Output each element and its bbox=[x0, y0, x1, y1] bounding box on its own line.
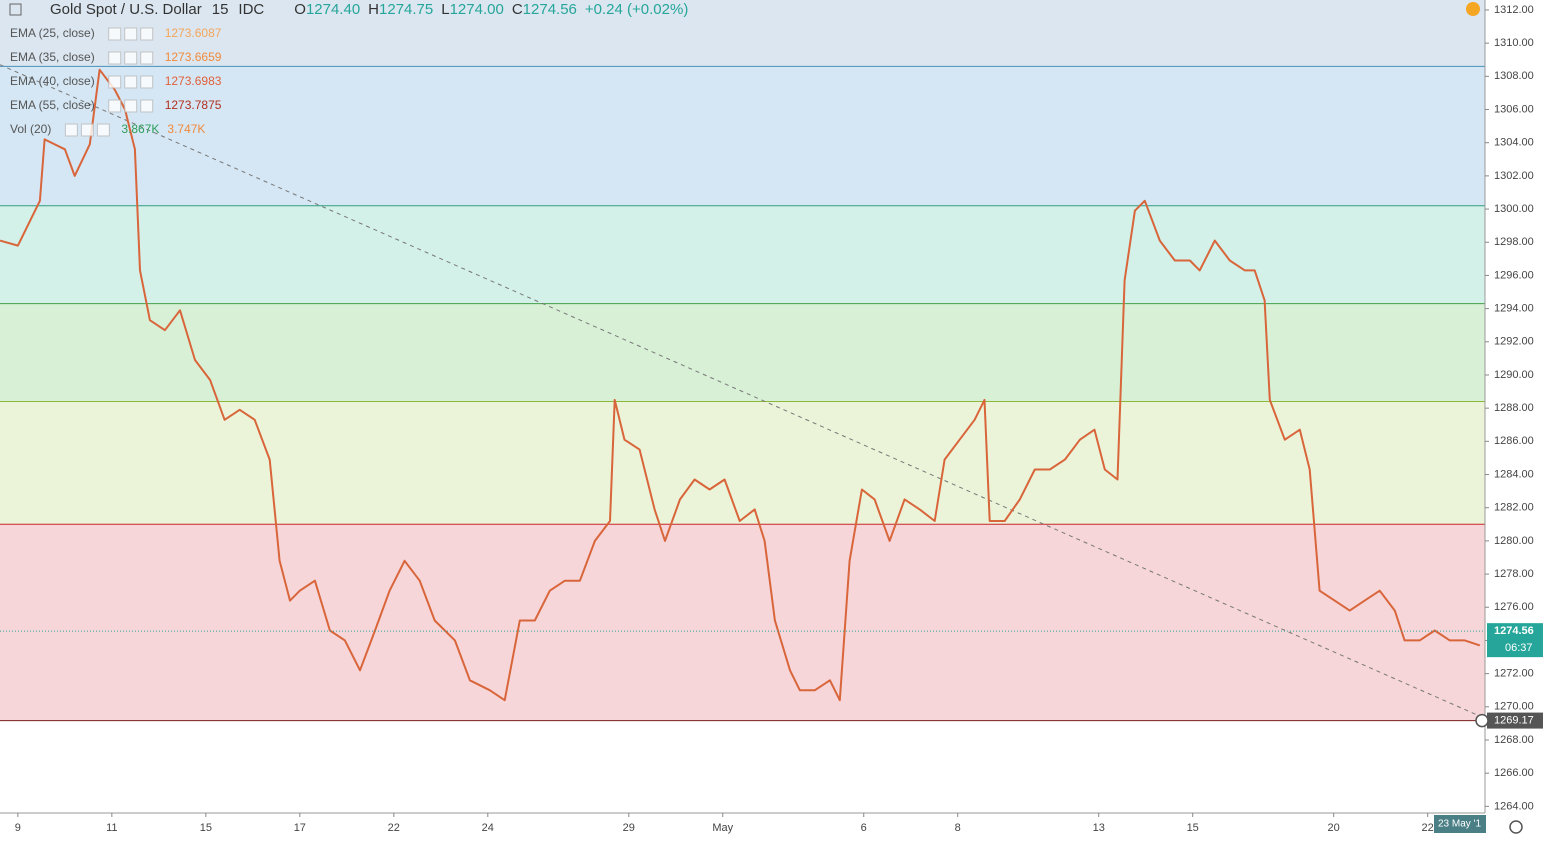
ohlc-label: L bbox=[441, 1, 449, 18]
indicator-icon bbox=[140, 27, 154, 41]
indicator-icon bbox=[108, 27, 122, 41]
y-tick-label: 1270.00 bbox=[1494, 701, 1534, 713]
settings-button[interactable] bbox=[1509, 820, 1523, 834]
y-tick-label: 1298.00 bbox=[1494, 236, 1534, 248]
y-tick-label: 1272.00 bbox=[1494, 668, 1534, 680]
band bbox=[0, 401, 1485, 525]
indicator-value: 1273.7875 bbox=[165, 98, 222, 112]
ohlc-value: 1274.00 bbox=[450, 1, 504, 18]
y-tick-label: 1286.00 bbox=[1494, 435, 1534, 447]
price-line bbox=[0, 68, 1481, 702]
x-tick-label: 6 bbox=[861, 822, 867, 834]
time-axis bbox=[0, 813, 1543, 841]
indicator-name: EMA (35, close) bbox=[10, 50, 95, 64]
indicator-icon bbox=[124, 75, 138, 89]
band bbox=[0, 205, 1485, 304]
plot-top bbox=[0, 0, 1485, 67]
ohlc-value: 1274.56 bbox=[523, 1, 577, 18]
x-tick-label: 20 bbox=[1328, 822, 1340, 834]
x-tick-label: 13 bbox=[1093, 822, 1105, 834]
y-tick-label: 1292.00 bbox=[1494, 336, 1534, 348]
ohlc-value: 1274.75 bbox=[379, 1, 433, 18]
indicator-name: EMA (40, close) bbox=[10, 74, 95, 88]
last-price-label: 1274.56 bbox=[1494, 625, 1534, 637]
indicator-name: Vol (20) bbox=[10, 122, 51, 136]
band bbox=[0, 66, 1485, 206]
indicator-icon bbox=[140, 99, 154, 113]
change: +0.24 (+0.02%) bbox=[585, 1, 688, 18]
y-tick-label: 1294.00 bbox=[1494, 303, 1534, 315]
x-tick-label: 11 bbox=[106, 822, 117, 834]
y-tick-label: 1310.00 bbox=[1494, 37, 1534, 49]
indicator-icon bbox=[64, 123, 78, 137]
y-tick-label: 1268.00 bbox=[1494, 734, 1534, 746]
y-tick-label: 1282.00 bbox=[1494, 502, 1534, 514]
alert-icon bbox=[1466, 2, 1480, 16]
x-tick-label: 15 bbox=[1187, 822, 1199, 834]
price-axis bbox=[1485, 0, 1543, 813]
indicator-value: 1273.6659 bbox=[165, 50, 222, 64]
y-tick-label: 1312.00 bbox=[1494, 4, 1534, 16]
indicator-icon bbox=[108, 51, 122, 65]
indicator-icon bbox=[108, 75, 122, 89]
y-tick-label: 1300.00 bbox=[1494, 203, 1534, 215]
x-tick-label: 17 bbox=[294, 822, 306, 834]
ohlc-label: H bbox=[368, 1, 379, 18]
y-tick-label: 1290.00 bbox=[1494, 369, 1534, 381]
indicator-value: 1273.6087 bbox=[165, 26, 222, 40]
countdown: 06:37 bbox=[1505, 642, 1533, 654]
x-tick-label: 29 bbox=[623, 822, 635, 834]
y-tick-label: 1302.00 bbox=[1494, 170, 1534, 182]
y-tick-label: 1278.00 bbox=[1494, 568, 1534, 580]
x-tick-label: 15 bbox=[200, 822, 212, 834]
cursor-date-box bbox=[1434, 815, 1486, 833]
y-tick-label: 1266.00 bbox=[1494, 767, 1534, 779]
y-tick-label: 1306.00 bbox=[1494, 103, 1534, 115]
marker-handle bbox=[1475, 713, 1489, 728]
symbol-title: Gold Spot / U.S. Dollar bbox=[50, 1, 202, 18]
last-price-box bbox=[1487, 623, 1543, 658]
indicator-icon bbox=[96, 123, 110, 137]
x-tick-label: 24 bbox=[482, 822, 494, 834]
band bbox=[0, 303, 1485, 402]
indicator-name: EMA (25, close) bbox=[10, 26, 95, 40]
band bbox=[0, 524, 1485, 721]
indicator-value: 3.867K bbox=[121, 122, 159, 136]
y-tick-label: 1280.00 bbox=[1494, 535, 1534, 547]
x-tick-label: 9 bbox=[15, 822, 21, 834]
interval: 15 bbox=[212, 1, 229, 18]
marker-price-box bbox=[1487, 712, 1543, 729]
cursor-date: 23 May '1 bbox=[1438, 819, 1481, 830]
x-tick-label: 8 bbox=[955, 822, 961, 834]
y-tick-label: 1308.00 bbox=[1494, 70, 1534, 82]
trendline bbox=[0, 64, 1486, 719]
marker-price-label: 1269.17 bbox=[1494, 714, 1534, 726]
y-tick-label: 1304.00 bbox=[1494, 137, 1534, 149]
y-tick-label: 1284.00 bbox=[1494, 468, 1534, 480]
ohlc-label: O bbox=[294, 1, 306, 18]
y-tick-label: 1288.00 bbox=[1494, 402, 1534, 414]
indicator-icon bbox=[80, 123, 94, 137]
indicator-icon bbox=[124, 99, 138, 113]
indicator-value: 3.747K bbox=[167, 122, 205, 136]
indicator-icon bbox=[124, 27, 138, 41]
indicator-icon bbox=[140, 51, 154, 65]
x-tick-label: 22 bbox=[1422, 822, 1434, 834]
y-tick-label: 1296.00 bbox=[1494, 269, 1534, 281]
x-tick-label: May bbox=[712, 822, 733, 834]
indicator-name: EMA (55, close) bbox=[10, 98, 95, 112]
indicator-icon bbox=[140, 75, 154, 89]
indicator-icon bbox=[124, 51, 138, 65]
ohlc-value: 1274.40 bbox=[306, 1, 360, 18]
ohlc-label: C bbox=[512, 1, 523, 18]
source: IDC bbox=[238, 1, 264, 18]
y-tick-label: 1264.00 bbox=[1494, 800, 1534, 812]
y-tick-label: 1276.00 bbox=[1494, 601, 1534, 613]
indicator-icon bbox=[108, 99, 122, 113]
x-tick-label: 22 bbox=[388, 822, 400, 834]
indicator-value: 1273.6983 bbox=[165, 74, 222, 88]
header-collapse bbox=[9, 3, 22, 16]
